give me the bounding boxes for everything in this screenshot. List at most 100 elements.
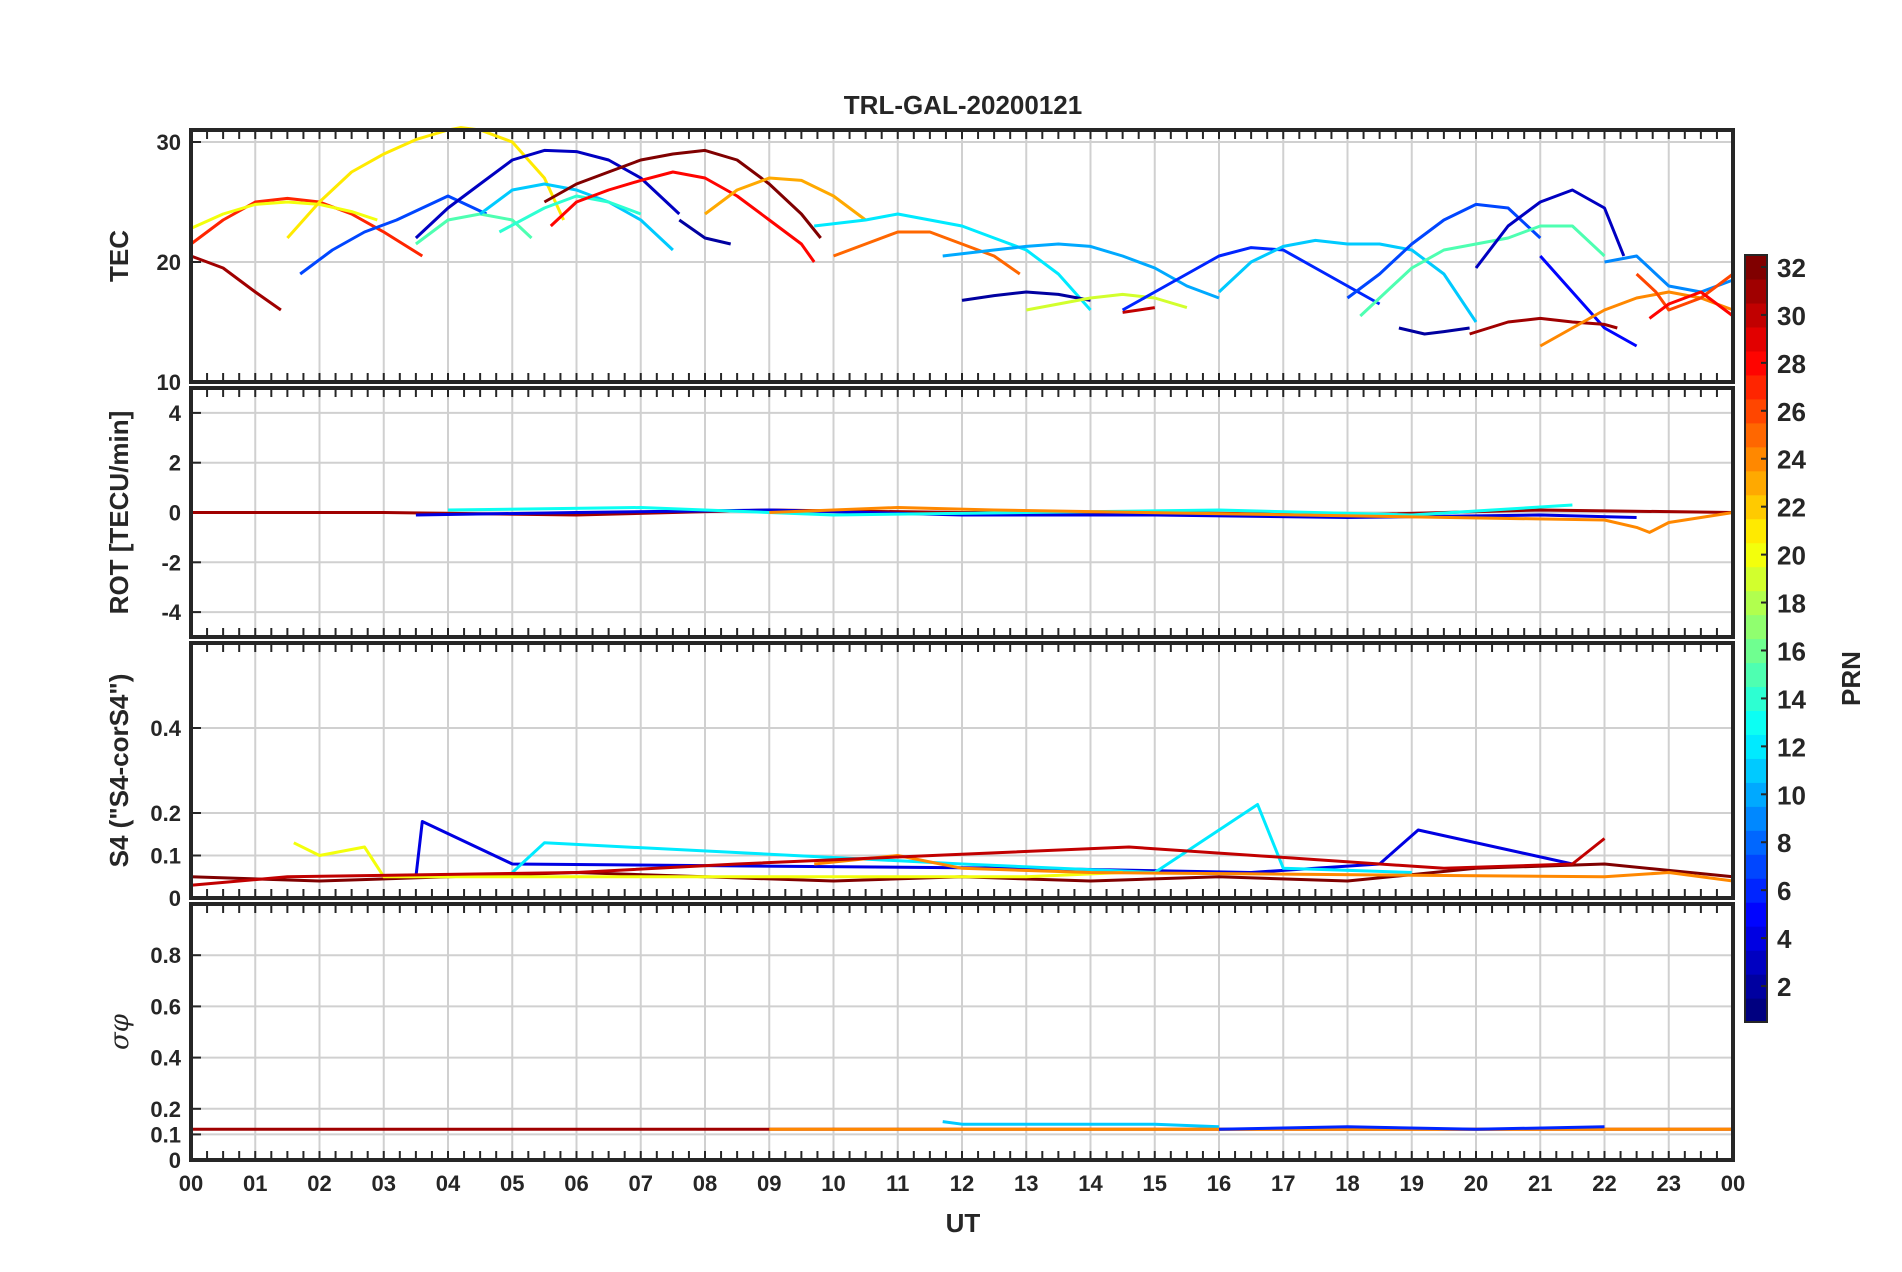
colorbar-segment bbox=[1745, 470, 1767, 496]
chart-title: TRL-GAL-20200121 bbox=[844, 90, 1082, 120]
x-tick-label: 14 bbox=[1078, 1171, 1103, 1196]
colorbar-segment bbox=[1745, 902, 1767, 927]
colorbar-segment bbox=[1745, 638, 1767, 664]
y-axis-label: σφ bbox=[105, 1013, 135, 1050]
y-tick-label: 4 bbox=[169, 401, 182, 426]
colorbar-tick-label: 12 bbox=[1777, 732, 1806, 762]
series-prn-11 bbox=[479, 182, 674, 252]
colorbar-tick-label: 8 bbox=[1777, 828, 1791, 858]
colorbar-segment bbox=[1745, 926, 1767, 951]
x-tick-label: 22 bbox=[1592, 1171, 1616, 1196]
x-tick-label: 04 bbox=[436, 1171, 461, 1196]
colorbar-segment bbox=[1745, 542, 1767, 568]
colorbar-tick-label: 20 bbox=[1777, 541, 1806, 571]
panel-3: 0 0.1 0.2 0.4 S4 ("S4-corS4") bbox=[104, 641, 1735, 911]
series-prn-9 bbox=[1604, 254, 1734, 294]
colorbar-tick-label: 4 bbox=[1777, 924, 1792, 954]
x-tick-label: 05 bbox=[500, 1171, 524, 1196]
series-prn-23 bbox=[704, 176, 867, 222]
colorbar-segment bbox=[1745, 374, 1767, 400]
x-axis-label: UT bbox=[946, 1208, 981, 1238]
y-axis-label: S4 ("S4-corS4") bbox=[104, 674, 134, 868]
series-prn-27 bbox=[190, 196, 424, 258]
colorbar-tick-label: 26 bbox=[1777, 397, 1806, 427]
series-prn-13 bbox=[447, 503, 1573, 517]
series-prn-24 bbox=[814, 854, 1734, 883]
colorbar-segment bbox=[1745, 686, 1767, 712]
series-prn-5 bbox=[1539, 255, 1638, 348]
x-tick-label: 19 bbox=[1400, 1171, 1424, 1196]
y-tick-label: 0.4 bbox=[150, 1046, 181, 1071]
y-tick-label: 30 bbox=[157, 130, 181, 155]
series-prn-3 bbox=[414, 148, 681, 240]
series-prn-2 bbox=[1398, 326, 1470, 336]
y-axis-label: ROT [TECU/min] bbox=[104, 411, 134, 615]
x-tick-label: 09 bbox=[757, 1171, 781, 1196]
colorbar-segment bbox=[1745, 878, 1767, 903]
x-tick-label: 15 bbox=[1143, 1171, 1167, 1196]
x-tick-label: 17 bbox=[1271, 1171, 1295, 1196]
colorbar-segment bbox=[1745, 422, 1767, 448]
colorbar-tick-label: 32 bbox=[1777, 253, 1806, 283]
series-prn-3 bbox=[1474, 188, 1626, 269]
x-tick-label: 00 bbox=[1721, 1171, 1745, 1196]
colorbar-segment bbox=[1745, 566, 1767, 592]
colorbar-tick-label: 22 bbox=[1777, 493, 1806, 523]
series-prn-20 bbox=[190, 200, 378, 230]
series-prn-6 bbox=[1218, 1125, 1605, 1131]
series-prn-26 bbox=[1635, 272, 1734, 312]
x-tick-label: 00 bbox=[179, 1171, 203, 1196]
colorbar-label: PRN bbox=[1836, 651, 1866, 706]
colorbar-segment bbox=[1745, 326, 1767, 352]
series-prn-28 bbox=[1648, 290, 1734, 320]
colorbar-tick-label: 6 bbox=[1777, 876, 1791, 906]
colorbar-segment bbox=[1745, 398, 1767, 424]
series-prn-19 bbox=[1026, 292, 1188, 312]
panel-frame bbox=[189, 386, 1735, 639]
x-tick-label: 03 bbox=[372, 1171, 396, 1196]
colorbar-tick-label: 18 bbox=[1777, 589, 1806, 619]
x-tick-label: 20 bbox=[1464, 1171, 1488, 1196]
colorbar-segment bbox=[1745, 758, 1767, 783]
colorbar-segment bbox=[1745, 662, 1767, 688]
series-prn-7 bbox=[1346, 202, 1542, 300]
x-tick-label: 02 bbox=[307, 1171, 331, 1196]
series-prn-2 bbox=[678, 218, 732, 246]
series-prn-2 bbox=[961, 290, 1091, 302]
y-tick-label: 20 bbox=[157, 250, 181, 275]
y-tick-label: 0.8 bbox=[150, 943, 181, 968]
y-tick-label: 0 bbox=[169, 501, 181, 526]
series-prn-10 bbox=[942, 242, 1220, 300]
y-tick-label: 0.2 bbox=[150, 1097, 181, 1122]
y-tick-label: 2 bbox=[169, 451, 181, 476]
series-prn-15 bbox=[415, 212, 533, 246]
colorbar-segment bbox=[1745, 255, 1767, 280]
series-prn-30 bbox=[190, 837, 1606, 887]
colorbar-segment bbox=[1745, 590, 1767, 616]
series-prn-11 bbox=[942, 1120, 1220, 1129]
y-tick-label: 0 bbox=[169, 1148, 181, 1173]
x-tick-label: 16 bbox=[1207, 1171, 1231, 1196]
colorbar-segment bbox=[1745, 974, 1767, 999]
x-tick-label: 06 bbox=[564, 1171, 588, 1196]
colorbar-segment bbox=[1745, 782, 1767, 807]
colorbar-tick-label: 2 bbox=[1777, 972, 1791, 1002]
x-tick-label: 07 bbox=[629, 1171, 653, 1196]
colorbar-segment bbox=[1745, 806, 1767, 831]
y-tick-label: -2 bbox=[161, 550, 181, 575]
series-prn-31 bbox=[190, 254, 282, 312]
series-prn-11 bbox=[1217, 238, 1478, 323]
series-prn-4 bbox=[415, 508, 1637, 519]
colorbar-segment bbox=[1745, 950, 1767, 975]
panel-frame bbox=[189, 641, 1735, 900]
colorbar-segment bbox=[1745, 446, 1767, 472]
y-tick-label: -4 bbox=[161, 600, 181, 625]
panel-2: -4 -2 0 2 4 ROT [TECU/min] bbox=[104, 386, 1735, 639]
x-tick-label: 12 bbox=[950, 1171, 974, 1196]
colorbar-tick-label: 14 bbox=[1777, 684, 1806, 714]
colorbar-segment bbox=[1745, 710, 1767, 735]
series-prn-31 bbox=[1469, 316, 1618, 336]
colorbar-segment bbox=[1745, 614, 1767, 640]
